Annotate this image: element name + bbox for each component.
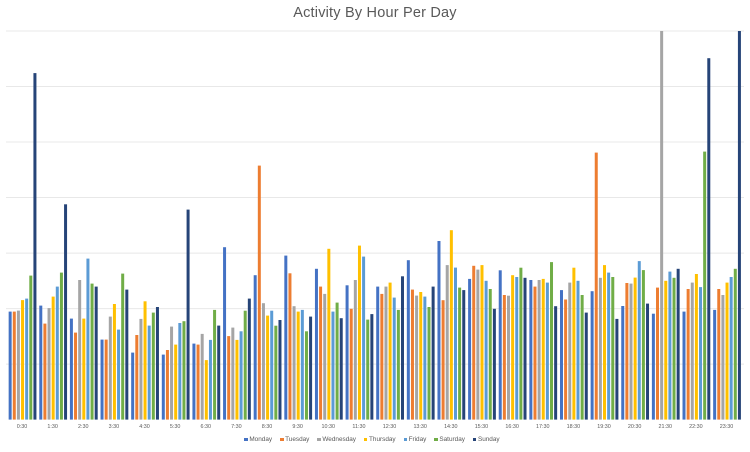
svg-text:16:30: 16:30 bbox=[505, 424, 519, 430]
svg-text:15:30: 15:30 bbox=[475, 424, 489, 430]
svg-text:14:30: 14:30 bbox=[444, 424, 458, 430]
svg-text:9:30: 9:30 bbox=[292, 424, 303, 430]
svg-text:4:30: 4:30 bbox=[139, 424, 150, 430]
svg-text:10:30: 10:30 bbox=[322, 424, 336, 430]
svg-text:1:30: 1:30 bbox=[47, 424, 58, 430]
svg-text:22:30: 22:30 bbox=[689, 424, 703, 430]
svg-text:19:30: 19:30 bbox=[597, 424, 611, 430]
svg-text:11:30: 11:30 bbox=[352, 424, 365, 430]
svg-text:2:30: 2:30 bbox=[78, 424, 89, 430]
svg-text:6:30: 6:30 bbox=[201, 424, 212, 430]
svg-text:18:30: 18:30 bbox=[567, 424, 581, 430]
svg-text:5:30: 5:30 bbox=[170, 424, 181, 430]
svg-text:3:30: 3:30 bbox=[109, 424, 120, 430]
svg-text:23:30: 23:30 bbox=[720, 424, 734, 430]
svg-text:13:30: 13:30 bbox=[413, 424, 427, 430]
svg-text:0:30: 0:30 bbox=[17, 424, 28, 430]
svg-text:21:30: 21:30 bbox=[658, 424, 672, 430]
svg-text:17:30: 17:30 bbox=[536, 424, 550, 430]
svg-text:8:30: 8:30 bbox=[262, 424, 273, 430]
svg-text:20:30: 20:30 bbox=[628, 424, 642, 430]
svg-text:12:30: 12:30 bbox=[383, 424, 397, 430]
svg-text:7:30: 7:30 bbox=[231, 424, 242, 430]
